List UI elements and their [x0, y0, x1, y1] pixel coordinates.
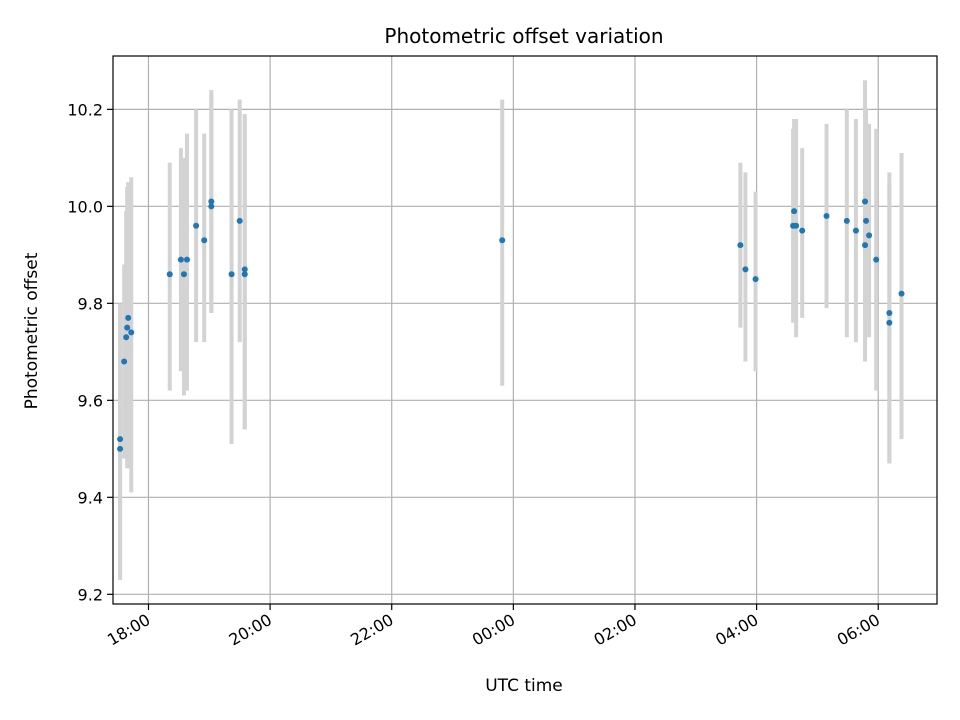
data-point: [852, 227, 859, 234]
data-point: [862, 242, 869, 249]
data-point: [742, 266, 749, 273]
data-point: [737, 242, 744, 249]
data-point: [843, 217, 850, 224]
data-point: [866, 232, 873, 239]
data-point: [499, 237, 506, 244]
data-point: [117, 436, 124, 443]
y-tick-label: 10.0: [67, 197, 103, 216]
data-point: [128, 329, 135, 336]
data-point: [752, 276, 759, 283]
y-tick-label: 10.2: [67, 100, 103, 119]
data-point: [177, 256, 184, 263]
chart-title: Photometric offset variation: [384, 24, 663, 48]
data-point: [241, 266, 248, 273]
data-point: [121, 358, 128, 365]
data-point: [863, 217, 870, 224]
data-point: [886, 319, 893, 326]
data-point: [180, 271, 187, 278]
data-point: [166, 271, 173, 278]
data-point: [236, 217, 243, 224]
data-point: [886, 310, 893, 317]
data-point: [201, 237, 208, 244]
grid-lines: [113, 56, 937, 604]
y-tick-label: 9.8: [78, 294, 103, 313]
y-tick-label: 9.6: [78, 391, 103, 410]
y-axis-ticks: 9.2 9.4 9.6 9.8 10.0 10.2: [67, 100, 113, 604]
data-point: [873, 256, 880, 263]
data-point: [117, 445, 124, 452]
data-point: [898, 290, 905, 297]
data-point: [823, 213, 830, 220]
data-point: [193, 222, 200, 229]
plot-frame: [112, 55, 938, 605]
data-point: [125, 314, 132, 321]
y-tick-label: 9.4: [78, 488, 103, 507]
y-tick-label: 9.2: [78, 585, 103, 604]
data-point: [793, 222, 800, 229]
data-point: [799, 227, 806, 234]
data-point: [183, 256, 190, 263]
data-point: [208, 203, 215, 210]
y-axis-label: Photometric offset: [22, 252, 42, 409]
data-point: [208, 198, 215, 205]
data-point: [228, 271, 235, 278]
data-point: [862, 198, 869, 205]
data-points: [117, 198, 905, 452]
data-point: [241, 271, 248, 278]
x-axis-label: UTC time: [485, 676, 563, 696]
data-point: [124, 324, 131, 331]
data-point: [791, 208, 798, 215]
data-point: [123, 334, 130, 341]
